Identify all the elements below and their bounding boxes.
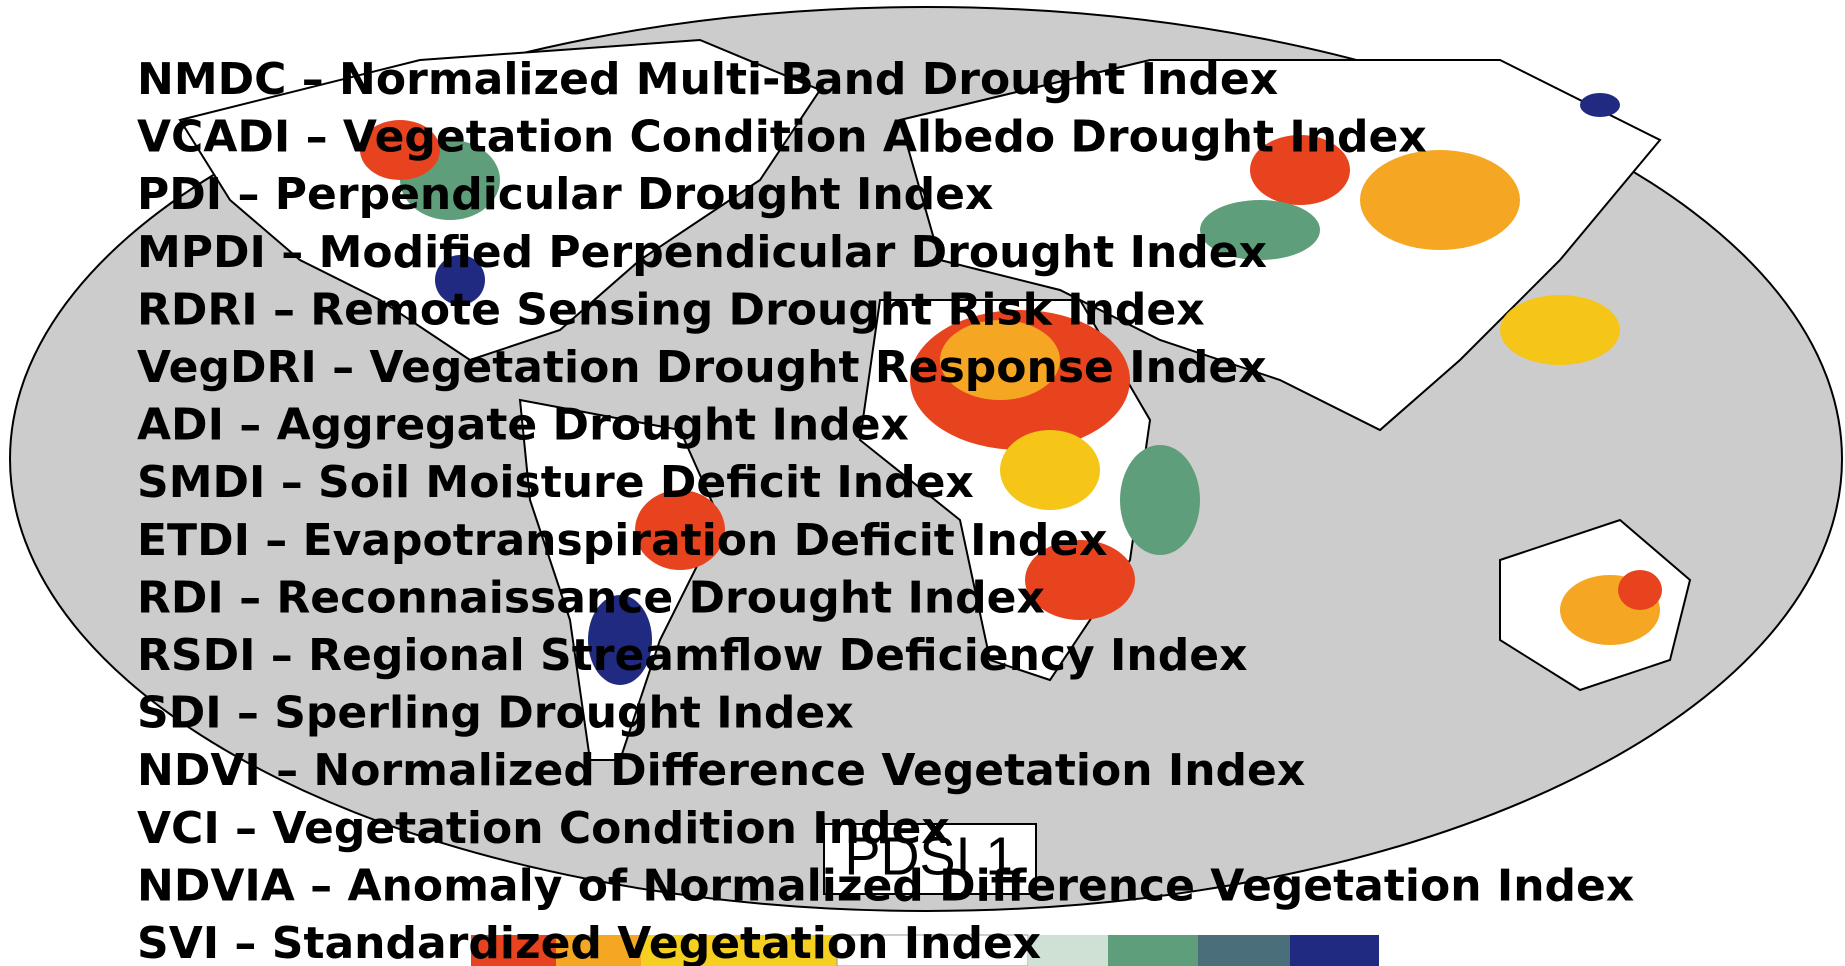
index-item: VCI – Vegetation Condition Index <box>137 803 950 854</box>
index-item: VegDRI – Vegetation Drought Response Ind… <box>137 342 1267 393</box>
index-item: RSDI – Regional Streamflow Deficiency In… <box>137 630 1247 681</box>
slide: PDSI 1 NMDC – Normalized Multi-Band Drou… <box>0 0 1845 966</box>
index-item: NDVIA – Anomaly of Normalized Difference… <box>137 860 1634 911</box>
index-item: NMDC – Normalized Multi-Band Drought Ind… <box>137 54 1278 105</box>
index-item: NDVI – Normalized Difference Vegetation … <box>137 745 1305 796</box>
index-item: ETDI – Evapotranspiration Deficit Index <box>137 515 1108 566</box>
index-item: SDI – Sperling Drought Index <box>137 688 854 739</box>
index-item: VCADI – Vegetation Condition Albedo Drou… <box>137 112 1427 163</box>
index-item: MPDI – Modified Perpendicular Drought In… <box>137 227 1267 278</box>
index-item: PDI – Perpendicular Drought Index <box>137 169 993 220</box>
index-item: ADI – Aggregate Drought Index <box>137 400 909 451</box>
index-item: SVI – Standardized Vegetation Index <box>137 918 1041 966</box>
index-item: RDRI – Remote Sensing Drought Risk Index <box>137 284 1205 335</box>
index-item: RDI – Reconnaissance Drought Index <box>137 572 1045 623</box>
index-item: SMDI – Soil Moisture Deficit Index <box>137 457 974 508</box>
